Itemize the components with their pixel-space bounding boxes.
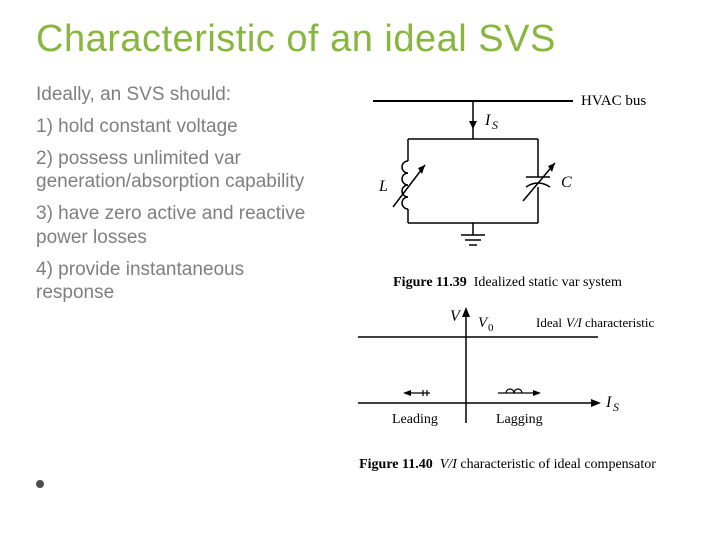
slide-title: Characteristic of an ideal SVS [36, 18, 684, 61]
figure-1139-text: Idealized static var system [474, 275, 622, 290]
l-label: L [378, 178, 388, 195]
figure-1140: V I S V 0 Ideal V/I characteristic [348, 305, 668, 445]
ideal-char-label2: characteristic [585, 315, 655, 330]
text-column: Ideally, an SVS should: 1) hold constant… [36, 83, 331, 473]
figure-1140-label: Figure 11.40 [359, 457, 433, 472]
slide: Characteristic of an ideal SVS Ideally, … [0, 0, 720, 540]
figure-1139-label: Figure 11.39 [393, 275, 467, 290]
figure-1140-caption: Figure 11.40 V/I characteristic of ideal… [359, 457, 656, 473]
figure-column: HVAC bus I S [331, 83, 684, 473]
figure-1140-vi: V/I [440, 457, 457, 472]
intro-text: Ideally, an SVS should: [36, 83, 321, 107]
is-axis-label: I [605, 394, 612, 411]
slide-body: Ideally, an SVS should: 1) hold constant… [36, 83, 684, 473]
v-axis-label: V [450, 308, 462, 325]
circuit-diagram-icon: HVAC bus I S [363, 83, 653, 258]
is-sub-1: S [492, 118, 498, 132]
point-2: 2) possess unlimited var generation/abso… [36, 147, 321, 195]
hvac-bus-label: HVAC bus [581, 93, 646, 109]
v0-sub: 0 [488, 322, 494, 334]
c-label: C [561, 174, 572, 191]
point-3: 3) have zero active and reactive power l… [36, 202, 321, 250]
is-axis-sub: S [613, 400, 619, 414]
leading-label: Leading [392, 412, 438, 427]
point-4: 4) provide instantaneous response [36, 258, 321, 306]
point-1: 1) hold constant voltage [36, 115, 321, 139]
figure-1139: HVAC bus I S [363, 83, 653, 263]
vi-characteristic-icon: V I S V 0 Ideal V/I characteristic [348, 305, 668, 440]
figure-1140-text: characteristic of ideal compensator [460, 457, 656, 472]
lagging-label: Lagging [496, 412, 543, 427]
bullet-dot-icon [36, 480, 44, 488]
ideal-char-vi: V/I [566, 315, 583, 330]
is-label-1: I [484, 112, 491, 129]
ideal-char-label: Ideal [536, 315, 562, 330]
figure-1139-caption: Figure 11.39 Idealized static var system [393, 275, 622, 291]
